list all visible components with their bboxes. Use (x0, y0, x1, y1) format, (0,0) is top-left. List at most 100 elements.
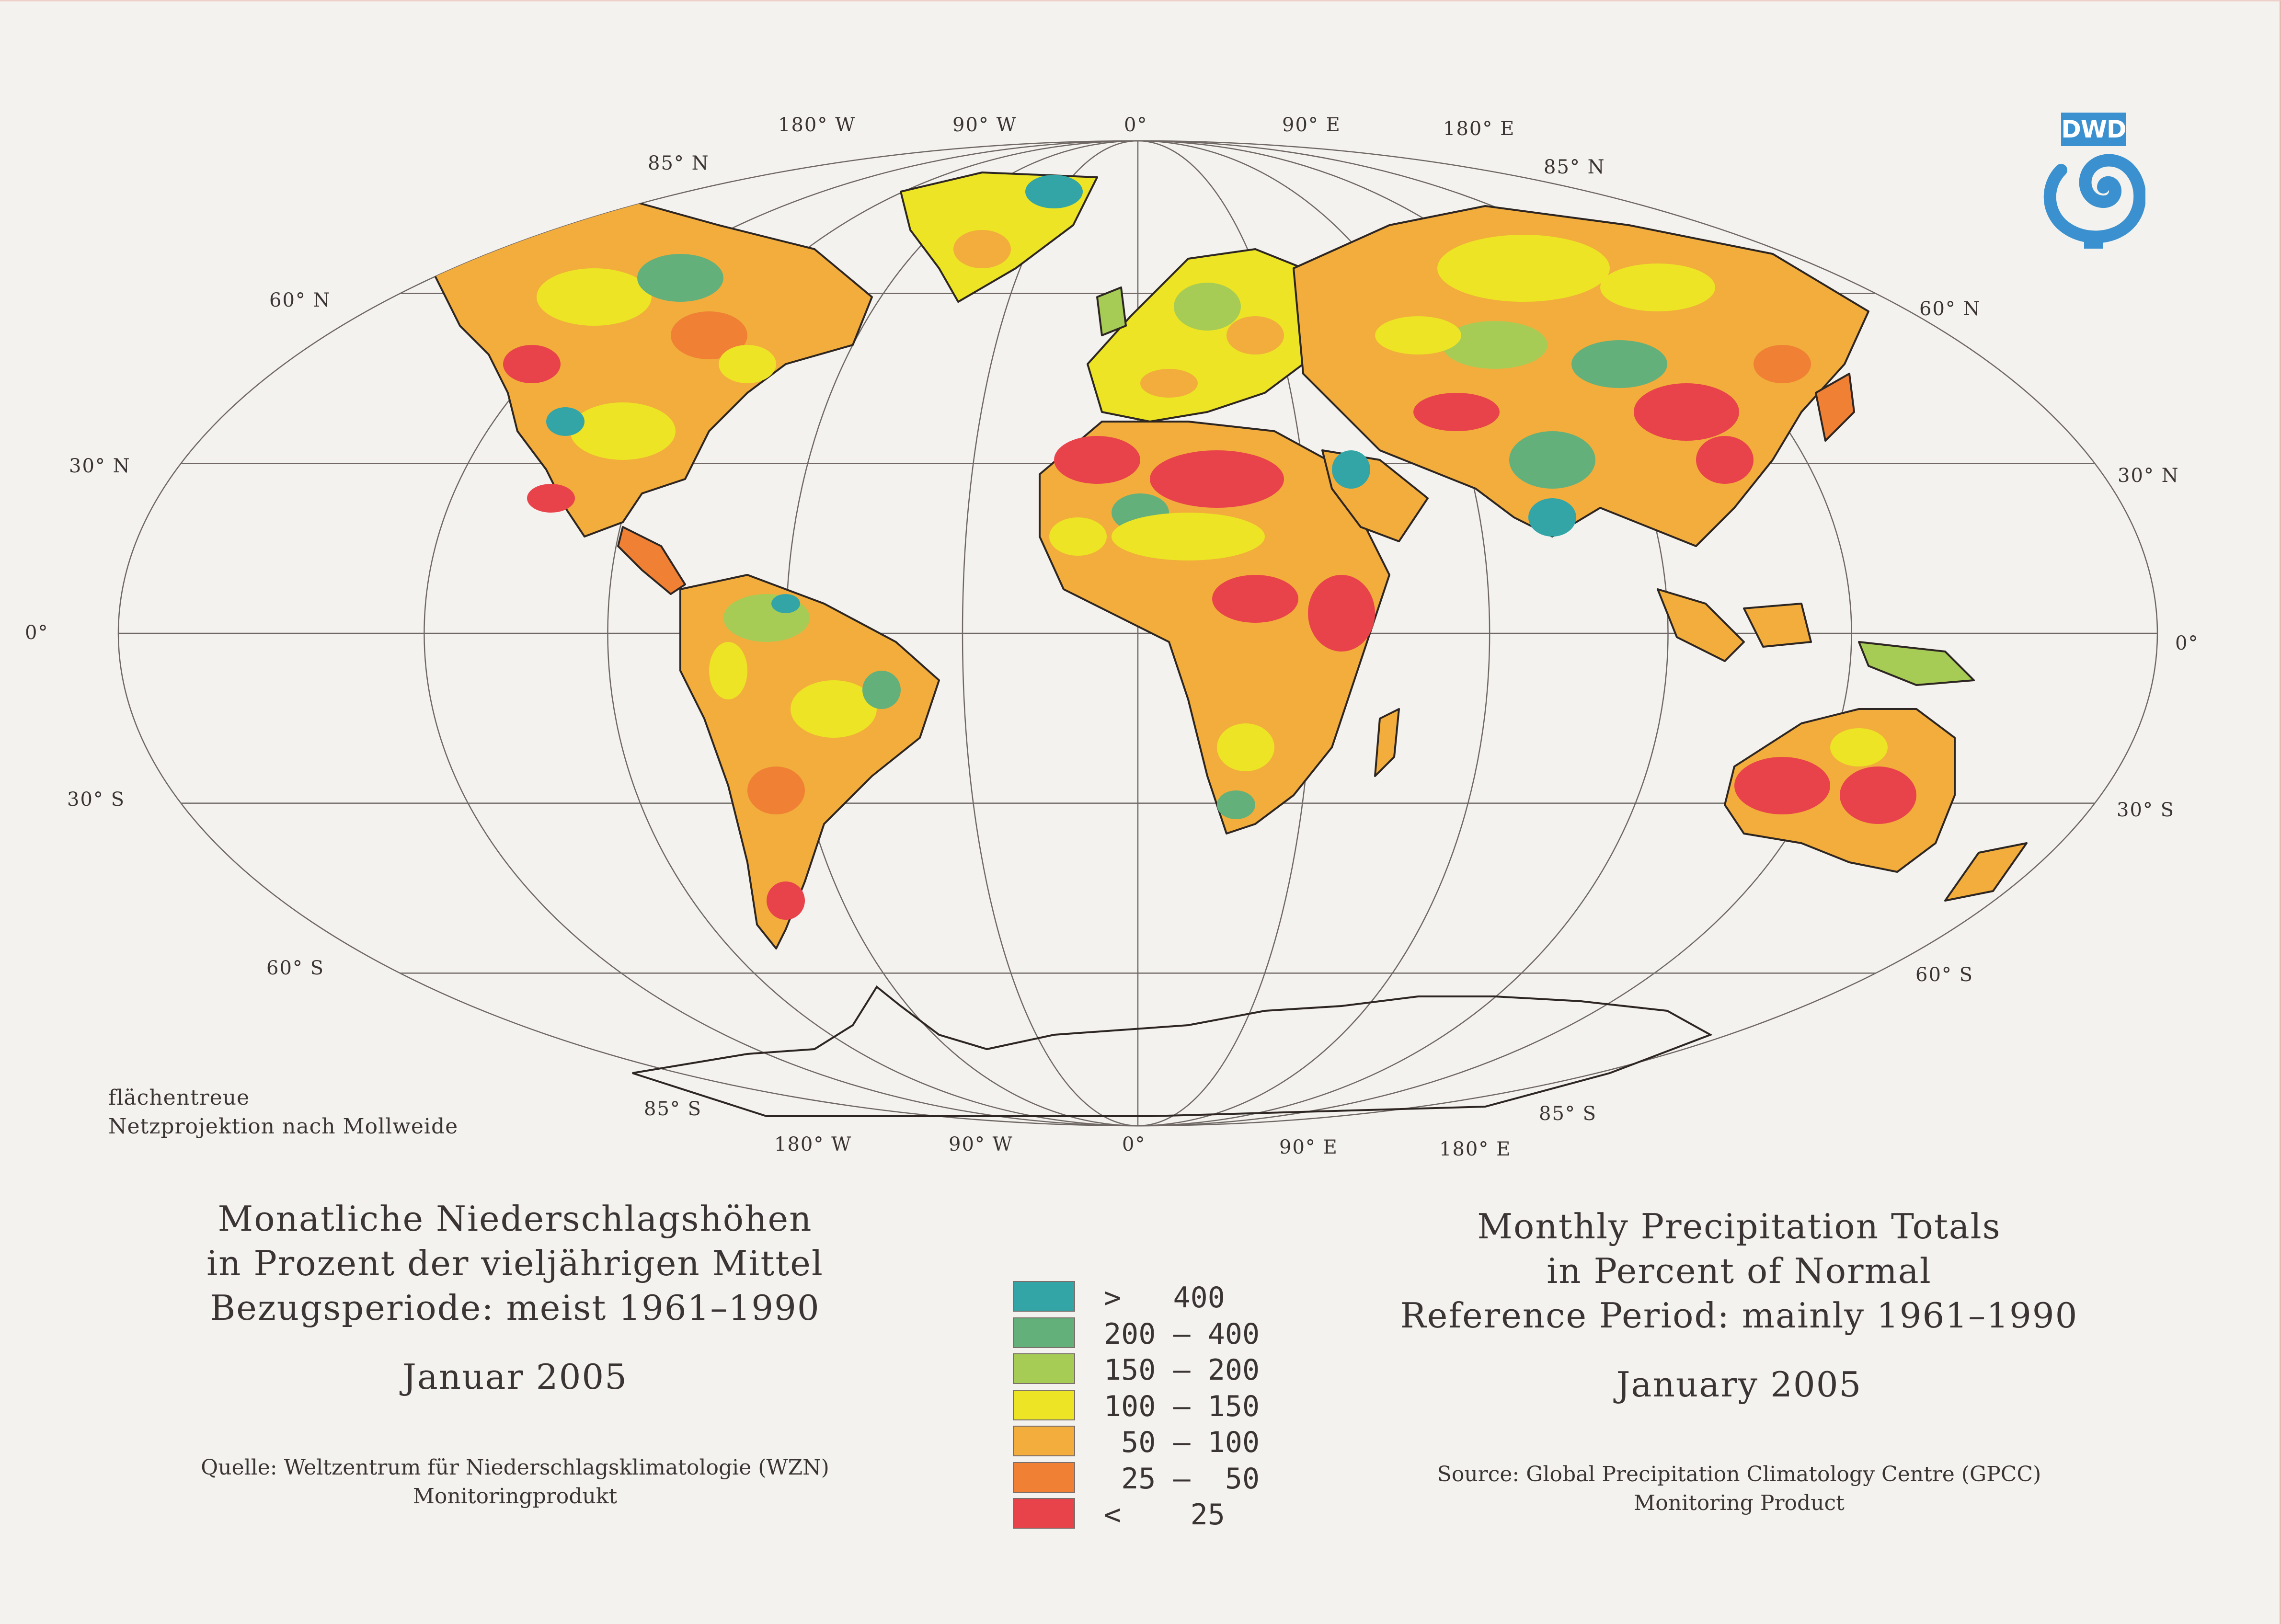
precip-patch (671, 311, 747, 359)
dwd-logo-text: DWD (2061, 113, 2127, 146)
legend-row-4: 100 – 150 (1013, 1388, 1281, 1424)
lon-label-top-0: 0° (1124, 114, 1148, 136)
north-america (430, 200, 873, 538)
lat-label-left-85s: 85° S (644, 1098, 702, 1120)
lon-label-bottom-90w: 90° W (949, 1133, 1013, 1155)
title-de: Monatliche Niederschlagshöhen in Prozent… (144, 1197, 886, 1330)
antarctica-coastline (632, 985, 1713, 1117)
precip-patch (570, 402, 676, 460)
title-de-line2: in Prozent der vieljährigen Mittel (206, 1243, 824, 1283)
lat-label-left-30s: 30° S (67, 789, 126, 811)
precip-patch (747, 766, 805, 814)
precip-patch (1830, 728, 1888, 766)
lat-label-left-60s: 60° S (266, 957, 325, 979)
lon-label-bottom-90e: 90° E (1279, 1136, 1338, 1158)
legend-range-label: 100 – 150 (1104, 1389, 1260, 1423)
legend-swatch (1013, 1462, 1075, 1493)
legend-range-label: < 25 (1104, 1498, 1225, 1532)
lat-label-left-30n: 30° N (69, 455, 131, 477)
precip-patch (862, 671, 901, 709)
australia (1724, 708, 1956, 873)
precip-patch (527, 484, 575, 513)
title-en-line1: Monthly Precipitation Totals (1477, 1206, 2001, 1247)
precip-patch (1332, 450, 1370, 489)
title-en: Monthly Precipitation Totals in Percent … (1341, 1204, 2137, 1338)
precip-patch (1754, 345, 1811, 383)
legend-swatch (1013, 1353, 1075, 1384)
borneo (1743, 603, 1812, 648)
precip-patch (767, 881, 805, 920)
lon-label-bottom-180e: 180° E (1439, 1138, 1512, 1160)
precip-patch (1308, 575, 1375, 652)
lat-label-right-60s: 60° S (1915, 964, 1974, 986)
legend-row-2: 200 – 400 (1013, 1315, 1281, 1352)
lon-label-top-90e: 90° E (1282, 114, 1341, 136)
precip-patch (1217, 723, 1274, 771)
lat-label-left-0: 0° (25, 622, 49, 644)
legend-swatch (1013, 1389, 1075, 1420)
precip-patch (1509, 431, 1595, 489)
precip-patch (1112, 513, 1265, 560)
precip-patch (1437, 235, 1610, 302)
landmasses (430, 172, 2028, 949)
projection-note-line1: flächentreue (108, 1086, 250, 1110)
precip-patch (1375, 316, 1461, 355)
legend-swatch (1013, 1498, 1075, 1529)
precip-patch (719, 345, 776, 383)
lat-label-right-0: 0° (2175, 632, 2199, 654)
precip-patch (537, 268, 652, 326)
lat-label-left-60n: 60° N (269, 289, 331, 311)
title-en-line3: Reference Period: mainly 1961–1990 (1400, 1295, 2078, 1336)
precip-patch (1054, 436, 1140, 484)
japan (1815, 373, 1855, 442)
dwd-spiral-icon (2043, 154, 2145, 249)
precip-patch (1696, 436, 1754, 484)
month-en: January 2005 (1616, 1364, 1862, 1405)
month-de: Januar 2005 (402, 1357, 628, 1397)
lat-label-right-85n: 85° N (1544, 156, 1605, 178)
source-de-line2: Monitoringprodukt (413, 1484, 618, 1509)
legend-swatch (1013, 1281, 1075, 1312)
precip-patch (1049, 517, 1107, 556)
source-en: Source: Global Precipitation Climatology… (1294, 1460, 2185, 1518)
lon-label-top-90w: 90° W (952, 114, 1017, 136)
precip-patch (1174, 283, 1241, 331)
lat-label-right-30n: 30° N (2118, 465, 2179, 487)
precip-patch (953, 230, 1011, 268)
new-guinea (1858, 641, 1975, 686)
legend-row-5: 50 – 100 (1013, 1424, 1281, 1460)
precip-patch (637, 254, 723, 302)
projection-note-line2: Netzprojektion nach Mollweide (108, 1114, 458, 1139)
legend-row-7: < 25 (1013, 1496, 1281, 1533)
precip-patch (1571, 340, 1667, 388)
legend: > 400 200 – 400 150 – 200 100 – 150 50 –… (1013, 1279, 1281, 1533)
south-america (679, 574, 940, 949)
legend-swatch (1013, 1426, 1075, 1456)
precip-patch (771, 594, 800, 613)
precip-patch (1528, 498, 1576, 537)
precip-patch (1226, 316, 1284, 355)
legend-range-label: 50 – 100 (1104, 1426, 1260, 1459)
precip-patch (1150, 450, 1284, 508)
precip-patch (546, 407, 585, 436)
precip-patch (1140, 369, 1198, 398)
precip-patch (503, 345, 561, 383)
europe (1087, 248, 1323, 423)
lon-label-top-180e: 180° E (1443, 118, 1515, 140)
precip-patch (1413, 393, 1500, 431)
central-america (617, 526, 686, 595)
legend-range-label: 25 – 50 (1104, 1462, 1260, 1496)
british-isles (1096, 286, 1127, 336)
legend-row-6: 25 – 50 (1013, 1460, 1281, 1497)
legend-swatch (1013, 1317, 1075, 1348)
lat-label-right-60n: 60° N (1919, 298, 1981, 320)
dwd-logo: DWD (2042, 113, 2145, 252)
legend-range-label: > 400 (1104, 1281, 1225, 1315)
title-en-line2: in Percent of Normal (1547, 1251, 1932, 1291)
title-de-line3: Bezugsperiode: meist 1961–1990 (210, 1288, 820, 1328)
precip-patch (1442, 321, 1547, 369)
sumatra (1657, 588, 1745, 662)
source-de-line1: Quelle: Weltzentrum für Niederschlagskli… (201, 1455, 829, 1480)
